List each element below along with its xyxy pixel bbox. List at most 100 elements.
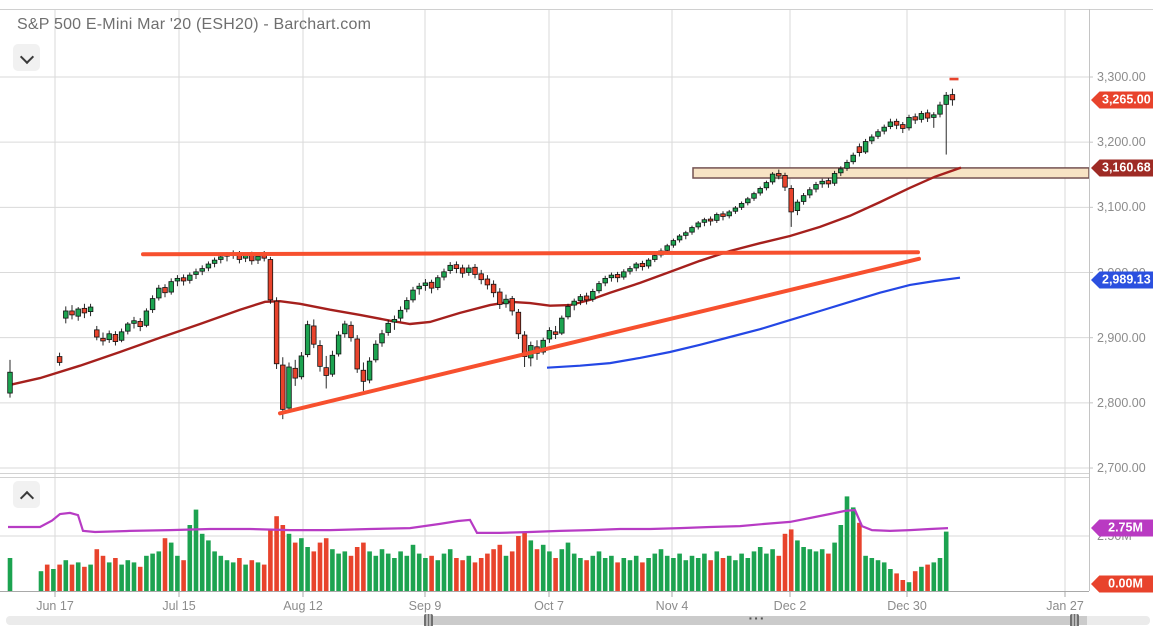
candle-body [112, 334, 119, 342]
candle-body [695, 222, 701, 228]
volume-bar [392, 558, 397, 591]
volume-bar [509, 551, 515, 591]
volume-bar [175, 555, 180, 591]
collapse-main-panel-button[interactable] [13, 44, 40, 71]
candle-body [416, 285, 422, 290]
volume-bar [565, 542, 571, 591]
candle-body [81, 307, 88, 314]
volume-bar [187, 525, 193, 591]
resistance-zone-box [692, 167, 1090, 179]
volume-bar [888, 569, 893, 591]
volume-bar [261, 564, 267, 591]
candle-body [149, 298, 156, 311]
volume-bar [534, 549, 540, 591]
candle-body [379, 333, 385, 344]
candle-body [472, 266, 478, 275]
volume-bar [206, 540, 211, 591]
volume-bar [237, 558, 242, 591]
volume-bar [652, 553, 658, 591]
candle-body [757, 188, 763, 194]
scrollbar-dots-icon: ··· [748, 610, 766, 626]
candle-body [466, 267, 472, 273]
volume-bar [925, 564, 930, 591]
volume-bar [162, 538, 168, 591]
horizontal-scrollbar[interactable]: ··· [6, 610, 1150, 626]
candle-body [125, 323, 131, 332]
volume-bar [478, 558, 484, 591]
candle-body [484, 278, 491, 286]
volume-bar [435, 560, 441, 591]
volume-bar [342, 551, 348, 591]
volume-bar [441, 553, 447, 591]
candle-body [69, 310, 75, 316]
volume-bar [795, 540, 800, 591]
candle-body [689, 227, 695, 233]
volume-bar [658, 549, 664, 591]
candle-body [788, 188, 794, 213]
volume-bar [398, 551, 403, 591]
volume-bar [857, 522, 862, 591]
volume-bar [832, 542, 837, 591]
volume-bar [714, 551, 720, 591]
volume-bar [900, 580, 906, 591]
candle-body [137, 320, 143, 328]
candle-body [360, 369, 367, 382]
volume-bar [627, 560, 633, 591]
candle-body [782, 175, 788, 188]
candle-body [862, 141, 869, 153]
volume-bar [522, 531, 527, 591]
volume-bar [683, 560, 689, 591]
volume-bar [609, 555, 614, 591]
volume-bar [776, 555, 782, 591]
volume-bar [943, 531, 949, 591]
candle-body [776, 173, 782, 177]
scrollbar-right-handle[interactable] [1070, 614, 1079, 626]
volume-bar [782, 533, 788, 591]
candle-body [348, 324, 354, 339]
volume-bar [633, 555, 639, 591]
candle-body [292, 367, 298, 379]
candle-body [193, 271, 199, 275]
volume-bar [919, 566, 924, 591]
volume-bar [224, 560, 230, 591]
collapse-volume-panel-button[interactable] [13, 481, 40, 508]
volume-bar [590, 555, 596, 591]
candle-body [608, 274, 615, 279]
volume-bar [361, 542, 366, 591]
volume-bar [844, 496, 850, 591]
chart-title: S&P 500 E-Mini Mar '20 (ESH20) - Barchar… [17, 16, 372, 33]
volume-bar [416, 553, 422, 591]
candle-body [676, 235, 683, 241]
volume-bar [100, 555, 106, 591]
candle-body [497, 291, 503, 305]
scrollbar-left-handle[interactable] [424, 614, 433, 626]
candle-body [162, 287, 168, 294]
volume-bar [881, 562, 887, 591]
candle-body [763, 182, 770, 189]
volume-bar [274, 516, 279, 591]
candle-body [354, 338, 360, 370]
scrollbar-thumb[interactable]: ··· [424, 610, 1087, 626]
candle-body [329, 354, 336, 375]
candle-body [404, 300, 410, 310]
volume-bar [671, 558, 676, 591]
volume-bar [88, 564, 93, 591]
candle-body [87, 306, 94, 313]
volume-bar [875, 560, 881, 591]
candle-body [732, 207, 739, 212]
volume-bar [757, 547, 763, 591]
volume-bar [516, 536, 521, 591]
candle-body [869, 136, 875, 142]
candle-body [131, 320, 137, 324]
candle-body [912, 116, 918, 121]
candle-body [385, 322, 391, 333]
candle-body [509, 298, 515, 312]
candle-body [435, 277, 441, 288]
candle-body [949, 94, 956, 101]
candle-body [156, 287, 162, 299]
candle-body [937, 104, 943, 115]
volume-bar [739, 553, 744, 591]
candle-body [813, 184, 819, 190]
candle-body [943, 94, 949, 105]
